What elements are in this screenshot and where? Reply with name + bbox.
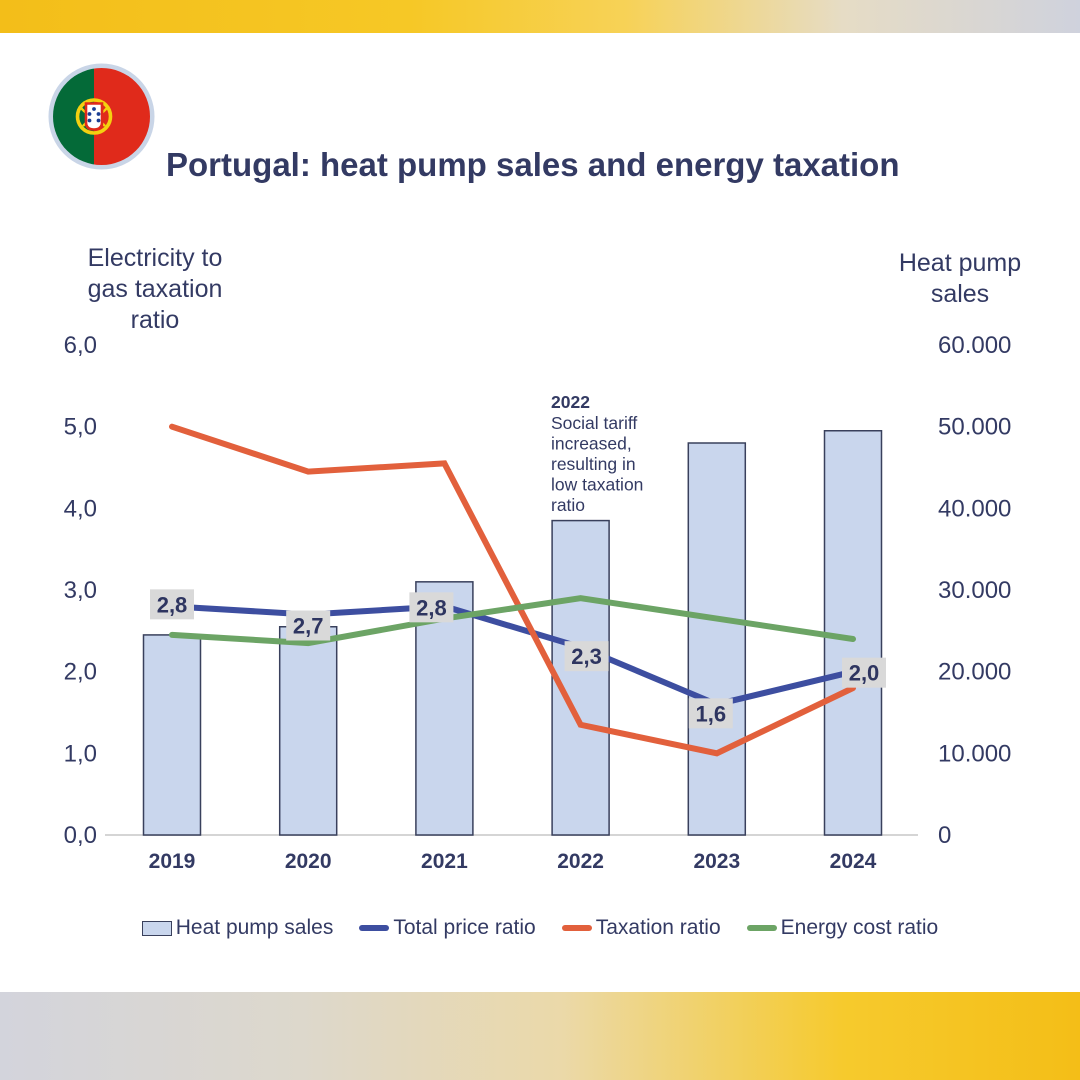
right-axis-tick: 50.000 xyxy=(938,414,1011,441)
annotation-line: ratio xyxy=(551,495,585,515)
bar-swatch-icon xyxy=(141,920,172,936)
data-label: 2,0 xyxy=(849,661,880,686)
left-axis-tick: 1,0 xyxy=(64,740,97,767)
chart-legend: Heat pump sales Total price ratio Taxation… xyxy=(0,908,1080,948)
right-axis-tick: 20.000 xyxy=(938,659,1011,686)
right-axis-title: sales xyxy=(931,280,989,308)
data-label: 2,3 xyxy=(571,644,602,669)
portugal-flag-icon xyxy=(48,63,155,170)
right-axis-tick: 0 xyxy=(938,822,951,849)
data-label-box xyxy=(409,592,454,623)
data-label: 1,6 xyxy=(696,701,727,726)
data-label-box xyxy=(150,589,194,620)
legend-item-energy-cost-ratio: Energy cost ratio xyxy=(746,916,939,940)
right-axis-tick: 60.000 xyxy=(938,332,1011,359)
line-swatch-icon xyxy=(359,925,390,931)
x-axis-label: 2024 xyxy=(830,850,877,873)
data-label-box xyxy=(286,610,331,641)
left-axis-title: Electricity to xyxy=(88,244,223,272)
x-axis-label: 2019 xyxy=(149,850,196,873)
line-energy-cost-ratio xyxy=(169,595,856,647)
bar-2024 xyxy=(823,430,883,836)
line-total-price-ratio xyxy=(169,603,856,708)
legend-label: Taxation ratio xyxy=(595,916,721,939)
bar-2022 xyxy=(551,519,610,836)
annotation-line: increased, xyxy=(551,434,632,454)
top-accent-bar xyxy=(0,0,1080,33)
bar-2019 xyxy=(142,634,202,836)
line-swatch-icon xyxy=(561,925,592,931)
left-axis-tick: 3,0 xyxy=(64,577,97,604)
line-taxation-ratio xyxy=(169,423,856,757)
right-axis-tick: 40.000 xyxy=(938,495,1011,522)
data-label: 2,8 xyxy=(157,592,188,617)
header: Portugal: heat pump sales and energy tax… xyxy=(0,60,1080,183)
bottom-accent-bar: ehpa25 years xyxy=(0,992,1080,1080)
x-axis-label: 2022 xyxy=(557,850,604,873)
bar-2023 xyxy=(687,442,747,836)
left-axis-tick: 2,0 xyxy=(64,659,97,686)
data-label: 2,7 xyxy=(293,614,324,639)
data-label-box xyxy=(842,657,886,688)
x-axis-label: 2020 xyxy=(285,850,332,873)
legend-label: Heat pump sales xyxy=(175,916,334,939)
annotation-line: Social tariff xyxy=(551,413,637,433)
x-axis-label: 2021 xyxy=(421,850,468,873)
annotation-line: resulting in xyxy=(551,454,636,474)
bar-2020 xyxy=(278,626,338,836)
annotation-year: 2022 xyxy=(551,392,590,412)
right-axis-title: Heat pump xyxy=(899,249,1021,277)
right-axis-tick: 30.000 xyxy=(938,577,1011,604)
left-axis-tick: 6,0 xyxy=(64,332,97,359)
annotation-line: low taxation xyxy=(551,475,643,495)
left-axis-tick: 4,0 xyxy=(64,495,97,522)
left-axis-title: ratio xyxy=(131,306,180,334)
line-swatch-icon xyxy=(746,925,777,931)
data-label-box xyxy=(688,698,733,729)
left-axis-tick: 5,0 xyxy=(64,414,97,441)
legend-label: Total price ratio xyxy=(393,916,536,939)
left-axis-tick: 0,0 xyxy=(64,822,97,849)
legend-item-heat-pump-sales: Heat pump sales xyxy=(141,916,334,940)
legend-item-taxation-ratio: Taxation ratio xyxy=(561,916,721,940)
page-title: Portugal: heat pump sales and energy tax… xyxy=(166,146,900,183)
legend-item-total-price-ratio: Total price ratio xyxy=(359,916,536,940)
legend-label: Energy cost ratio xyxy=(780,916,939,939)
x-axis-label: 2023 xyxy=(693,850,740,873)
data-label-box xyxy=(564,641,609,672)
data-label: 2,8 xyxy=(416,595,447,620)
left-axis-title: gas taxation xyxy=(88,275,223,303)
right-axis-tick: 10.000 xyxy=(938,740,1011,767)
